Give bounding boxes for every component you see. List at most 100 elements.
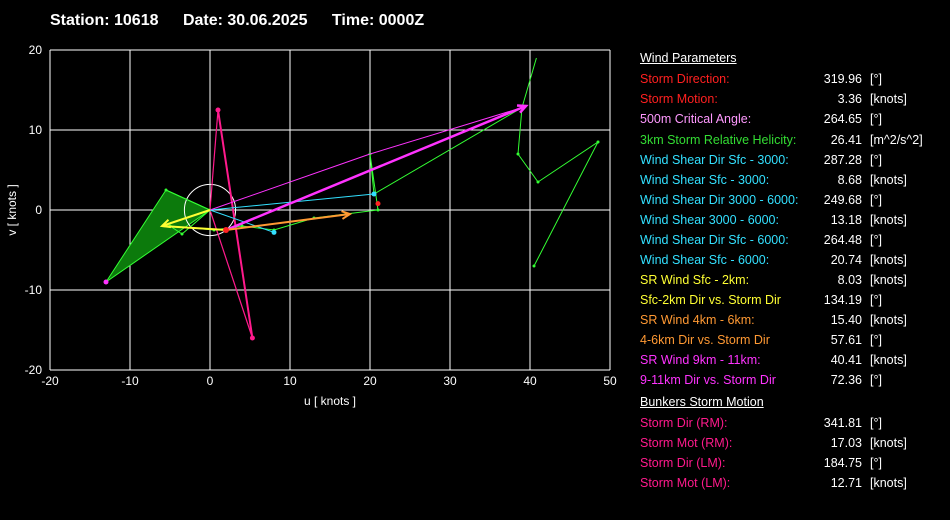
sr-wind-9-11km-arrow-head <box>516 104 529 114</box>
parameter-value: 184.75 <box>823 456 862 470</box>
hodograph-start-point <box>103 279 109 285</box>
parameter-row: 4-6km Dir vs. Storm Dir 57.61 [°] <box>640 331 940 351</box>
parameter-row: 9-11km Dir vs. Storm Dir 72.36 [°] <box>640 371 940 391</box>
x-tick-label: -20 <box>41 374 59 388</box>
bunkers-title: Bunkers Storm Motion <box>640 395 764 409</box>
parameter-unit: [knots] <box>870 273 907 287</box>
time-label: Time: 0000Z <box>331 12 425 29</box>
parameter-value: 134.19 <box>823 292 862 307</box>
parameter-label: Wind Shear Dir Sfc - 6000: <box>640 233 789 247</box>
parameter-row: Storm Mot (RM): 17.03 [knots] <box>640 434 940 454</box>
x-tick-label: 0 <box>207 374 214 388</box>
x-tick-label: 40 <box>523 374 537 388</box>
magenta-ref-line <box>209 153 371 211</box>
storm-motion-ray <box>209 109 219 211</box>
y-tick-label: -10 <box>25 283 43 297</box>
parameter-label: 3km Storm Relative Helicity: <box>640 132 797 147</box>
parameter-value: 319.96 <box>823 72 862 86</box>
hodograph-trace-upper <box>521 57 537 108</box>
header: Station: 10618 Date: 30.06.2025 Time: 00… <box>50 12 444 30</box>
parameter-value: 72.36 <box>830 372 862 387</box>
helicity-area <box>105 189 212 283</box>
parameter-row: 3km Storm Relative Helicity: 26.41 [m^2/s^… <box>640 131 940 151</box>
parameter-unit: [knots] <box>870 435 907 450</box>
x-tick-label: 20 <box>363 374 377 388</box>
hodograph-point <box>376 208 380 212</box>
storm-motion-ray <box>209 209 253 339</box>
grid <box>49 49 611 371</box>
x-tick-label: -10 <box>121 374 139 388</box>
parameter-value: 13.18 <box>830 212 862 227</box>
parameter-row: Storm Dir (RM): 341.81 [°] <box>640 414 940 434</box>
parameter-row: Storm Dir (LM): 184.75 [°] <box>640 454 940 474</box>
hodograph-point <box>536 180 540 184</box>
parameter-unit: [knots] <box>870 172 907 187</box>
parameter-row: Wind Shear 3000 - 6000: 13.18 [knots] <box>640 211 940 231</box>
parameter-value: 17.03 <box>830 435 862 450</box>
parameter-unit: [°] <box>870 416 882 430</box>
parameter-unit: [knots] <box>870 91 907 106</box>
parameter-unit: [°] <box>870 233 882 247</box>
parameter-row: SR Wind 9km - 11km: 40.41 [knots] <box>640 351 940 371</box>
parameter-row: Storm Motion: 3.36 [knots] <box>640 90 940 110</box>
parameter-unit: [knots] <box>870 475 907 490</box>
parameter-value: 15.40 <box>830 313 862 327</box>
parameter-label: Wind Shear Dir Sfc - 3000: <box>640 153 789 167</box>
parameter-row: Sfc-2km Dir vs. Storm Dir 134.19 [°] <box>640 291 940 311</box>
parameter-value: 57.61 <box>830 332 862 347</box>
parameter-value: 20.74 <box>830 252 862 267</box>
parameter-row: Wind Shear Sfc - 6000: 20.74 [knots] <box>640 251 940 271</box>
parameter-value: 8.68 <box>837 172 862 187</box>
parameter-label: Storm Direction: <box>640 72 730 86</box>
magenta-ref-line <box>369 107 523 155</box>
shear-sfc-6000 <box>209 209 275 233</box>
y-tick-label: 20 <box>29 43 43 57</box>
parameter-value: 8.03 <box>837 273 862 287</box>
parameter-label: Storm Dir (LM): <box>640 456 726 470</box>
parameter-unit: [°] <box>870 112 882 126</box>
hodograph-trace <box>165 106 600 267</box>
parameter-label: Storm Dir (RM): <box>640 416 728 430</box>
hodograph-point <box>240 224 244 228</box>
parameter-row: Wind Shear Dir Sfc - 6000: 264.48 [°] <box>640 231 940 251</box>
hodograph-point <box>180 232 184 236</box>
y-axis-label: v [ knots ] <box>5 184 19 235</box>
hodograph-point <box>596 140 600 144</box>
wind-parameters-list: Storm Direction: 319.96 [°] Storm Motion: 3.… <box>640 70 940 390</box>
y-tick-label: 10 <box>29 123 43 137</box>
parameter-row: Wind Shear Dir Sfc - 3000: 287.28 [°] <box>640 151 940 171</box>
sr-wind-9-11km-arrow <box>225 104 527 232</box>
parameter-unit: [knots] <box>870 353 907 367</box>
parameter-label: Sfc-2km Dir vs. Storm Dir <box>640 292 781 307</box>
red-point <box>375 201 381 207</box>
bunkers-list: Storm Dir (RM): 341.81 [°] Storm Mot (RM): 1… <box>640 414 940 493</box>
parameter-value: 264.48 <box>823 233 862 247</box>
parameter-unit: [°] <box>870 72 882 86</box>
hodograph-point <box>164 188 168 192</box>
parameter-value: 287.28 <box>823 153 862 167</box>
parameter-label: Storm Motion: <box>640 91 718 106</box>
hodograph-point <box>532 264 536 268</box>
parameter-label: Wind Shear Dir 3000 - 6000: <box>640 193 799 207</box>
x-tick-label: 50 <box>603 374 617 388</box>
critical-angle-circle <box>183 183 237 237</box>
parameter-label: Storm Mot (LM): <box>640 475 731 490</box>
parameter-label: SR Wind 9km - 11km: <box>640 353 761 367</box>
parameter-unit: [°] <box>870 332 882 347</box>
parameter-unit: [°] <box>870 153 882 167</box>
shear-sfc-6000-point <box>271 229 277 235</box>
wind-parameters-title: Wind Parameters <box>640 51 737 65</box>
parameter-unit: [knots] <box>870 212 907 227</box>
parameter-row: Storm Mot (LM): 12.71 [knots] <box>640 474 940 494</box>
parameter-label: 500m Critical Angle: <box>640 112 752 126</box>
parameter-value: 3.36 <box>837 91 862 106</box>
parameter-unit: [knots] <box>870 313 907 327</box>
parameter-panel: Wind Parameters Storm Direction: 319.96 [°… <box>640 48 940 493</box>
x-tick-label: 10 <box>283 374 297 388</box>
hodograph-point <box>516 152 520 156</box>
storm-motion-marker <box>223 227 229 233</box>
parameter-unit: [knots] <box>870 252 907 267</box>
parameter-label: 4-6km Dir vs. Storm Dir <box>640 332 770 347</box>
shear-sfc-3000-point <box>371 191 377 197</box>
sr-wind-4-6km-arrow <box>225 213 351 231</box>
